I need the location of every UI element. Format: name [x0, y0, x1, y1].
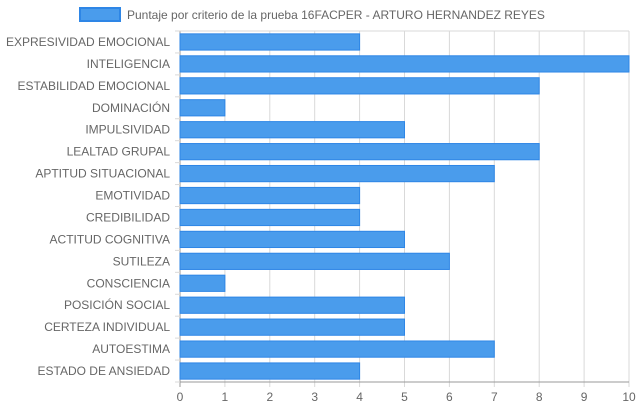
x-tick-label: 5 — [401, 390, 408, 404]
bar[interactable] — [179, 121, 405, 139]
x-tick-label: 6 — [446, 390, 453, 404]
category-label: CREDIBILIDAD — [86, 210, 170, 224]
bar[interactable] — [179, 318, 405, 336]
bar[interactable] — [179, 362, 361, 380]
x-tick-label: 9 — [581, 390, 588, 404]
bar[interactable] — [179, 340, 495, 358]
category-label: SUTILEZA — [113, 254, 170, 268]
bar[interactable] — [179, 55, 630, 73]
x-tick-label: 1 — [222, 390, 229, 404]
bar[interactable] — [179, 230, 405, 249]
category-label: CERTEZA INDIVIDUAL — [44, 320, 170, 334]
legend-swatch[interactable] — [79, 7, 121, 22]
bar[interactable] — [179, 208, 361, 227]
bar[interactable] — [179, 143, 540, 161]
category-label: EMOTIVIDAD — [95, 189, 170, 203]
category-labels: EXPRESIVIDAD EMOCIONAL INTELIGENCIA ESTABI… — [6, 35, 170, 378]
bar[interactable] — [179, 77, 540, 95]
bar[interactable] — [179, 252, 450, 270]
x-tick-label: 0 — [177, 390, 184, 404]
legend-label[interactable]: Puntaje por criterio de la prueba 16FACP… — [127, 8, 545, 22]
category-label: IMPULSIVIDAD — [85, 123, 170, 137]
bar[interactable] — [179, 99, 226, 117]
category-label: ACTITUD COGNITIVA — [50, 232, 170, 246]
category-label: CONSCIENCIA — [87, 276, 170, 290]
bar[interactable] — [179, 164, 495, 183]
category-label: LEALTAD GRUPAL — [67, 145, 171, 159]
legend[interactable]: Puntaje por criterio de la prueba 16FACP… — [79, 7, 545, 22]
bar[interactable] — [179, 274, 226, 292]
category-label: APTITUD SITUACIONAL — [35, 167, 170, 181]
bar[interactable] — [179, 296, 405, 314]
category-label: AUTOESTIMA — [92, 342, 170, 356]
bar[interactable] — [179, 33, 361, 51]
category-label: INTELIGENCIA — [87, 57, 170, 71]
x-tick-label: 10 — [622, 390, 636, 404]
category-label: DOMINACIÓN — [92, 100, 170, 115]
x-tick-label: 3 — [311, 390, 318, 404]
x-tick-labels: 0 1 2 3 4 5 6 7 8 9 10 — [177, 390, 636, 404]
x-tick-label: 2 — [266, 390, 273, 404]
category-label: POSICIÓN SOCIAL — [64, 297, 170, 312]
bar[interactable] — [179, 186, 361, 205]
x-tick-label: 4 — [356, 390, 363, 404]
category-label: ESTABILIDAD EMOCIONAL — [18, 79, 171, 93]
bars — [179, 33, 630, 380]
category-label: EXPRESIVIDAD EMOCIONAL — [6, 35, 170, 49]
x-tick-label: 8 — [536, 390, 543, 404]
x-tick-label: 7 — [491, 390, 498, 404]
category-label: ESTADO DE ANSIEDAD — [38, 364, 171, 378]
